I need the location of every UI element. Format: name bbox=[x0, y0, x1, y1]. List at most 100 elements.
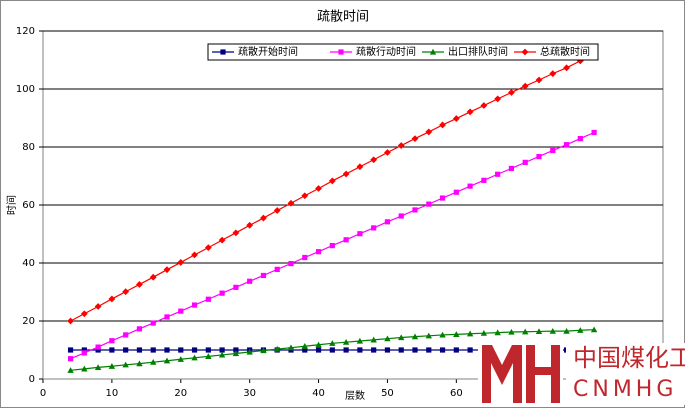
marker bbox=[178, 347, 184, 353]
marker bbox=[563, 142, 570, 148]
marker bbox=[494, 95, 502, 103]
marker bbox=[94, 364, 102, 370]
marker bbox=[67, 317, 74, 325]
marker bbox=[480, 102, 488, 109]
marker bbox=[95, 344, 101, 350]
x-tick-label: 0 bbox=[40, 388, 46, 399]
marker bbox=[67, 356, 74, 362]
marker bbox=[371, 347, 377, 353]
marker bbox=[550, 147, 556, 154]
marker bbox=[563, 64, 570, 72]
marker bbox=[577, 327, 584, 333]
marker bbox=[384, 335, 391, 342]
marker bbox=[218, 351, 226, 358]
marker bbox=[466, 108, 474, 116]
marker bbox=[302, 347, 308, 353]
marker bbox=[108, 295, 116, 303]
marker bbox=[329, 347, 335, 353]
marker bbox=[397, 142, 405, 149]
marker bbox=[191, 347, 198, 353]
watermark-text: 中国煤化工 bbox=[573, 344, 685, 372]
marker bbox=[122, 361, 129, 368]
marker bbox=[425, 128, 433, 136]
marker bbox=[426, 201, 432, 207]
marker bbox=[411, 333, 419, 340]
marker bbox=[204, 244, 212, 252]
legend-label: 疏散开始时间 bbox=[238, 45, 298, 58]
marker bbox=[521, 82, 529, 90]
x-tick-label: 30 bbox=[243, 388, 256, 399]
marker bbox=[315, 185, 322, 192]
marker bbox=[150, 358, 157, 365]
marker bbox=[370, 156, 378, 164]
marker bbox=[149, 273, 157, 281]
marker bbox=[521, 48, 529, 56]
marker bbox=[480, 329, 488, 336]
marker bbox=[384, 219, 391, 225]
marker bbox=[67, 367, 74, 373]
marker bbox=[109, 347, 115, 353]
legend-label: 疏散行动时间 bbox=[356, 45, 416, 58]
marker bbox=[178, 308, 184, 314]
marker bbox=[301, 192, 309, 200]
marker bbox=[177, 259, 185, 266]
marker bbox=[494, 329, 501, 336]
marker bbox=[522, 328, 529, 335]
marker bbox=[466, 330, 474, 337]
marker bbox=[246, 221, 254, 229]
marker bbox=[577, 135, 583, 142]
marker bbox=[315, 347, 322, 353]
watermark: 中国煤化工 CNMHG bbox=[478, 343, 685, 405]
marker bbox=[342, 170, 350, 178]
marker bbox=[136, 326, 143, 332]
marker bbox=[287, 199, 295, 207]
marker bbox=[398, 213, 404, 219]
marker bbox=[338, 49, 344, 55]
watermark-sub: CNMHG bbox=[573, 377, 677, 402]
marker bbox=[163, 266, 171, 274]
marker bbox=[343, 237, 349, 243]
marker bbox=[590, 326, 598, 333]
marker bbox=[81, 347, 87, 353]
marker bbox=[191, 302, 198, 308]
marker bbox=[356, 337, 364, 344]
marker bbox=[453, 347, 459, 353]
x-axis-label: 层数 bbox=[345, 389, 365, 402]
legend-box bbox=[207, 43, 599, 61]
marker bbox=[370, 336, 377, 343]
marker bbox=[260, 347, 267, 354]
marker bbox=[411, 135, 419, 142]
marker bbox=[220, 49, 226, 55]
marker bbox=[81, 365, 88, 372]
marker bbox=[452, 115, 460, 122]
marker bbox=[357, 231, 363, 237]
marker bbox=[356, 163, 364, 171]
marker bbox=[205, 347, 211, 353]
marker bbox=[260, 272, 267, 279]
marker bbox=[67, 347, 74, 353]
marker bbox=[508, 89, 515, 96]
watermark-logo bbox=[482, 345, 560, 403]
marker bbox=[164, 314, 170, 320]
marker bbox=[439, 121, 446, 129]
marker bbox=[246, 348, 253, 355]
marker bbox=[123, 347, 129, 353]
y-tick-label: 20 bbox=[22, 316, 35, 327]
y-tick-label: 120 bbox=[16, 26, 35, 37]
marker bbox=[425, 332, 432, 339]
marker bbox=[398, 334, 405, 341]
marker bbox=[150, 320, 156, 326]
marker bbox=[508, 328, 515, 335]
marker bbox=[191, 251, 198, 259]
marker bbox=[219, 290, 225, 296]
x-tick-label: 20 bbox=[174, 388, 187, 399]
y-tick-label: 0 bbox=[29, 374, 35, 385]
marker bbox=[232, 229, 240, 237]
marker bbox=[467, 183, 473, 189]
marker bbox=[329, 340, 336, 346]
marker bbox=[164, 347, 170, 353]
legend: 疏散开始时间 疏散行动时间 出口排队时间 总疏散时间 bbox=[207, 43, 599, 61]
marker bbox=[453, 189, 459, 195]
marker bbox=[426, 347, 432, 353]
